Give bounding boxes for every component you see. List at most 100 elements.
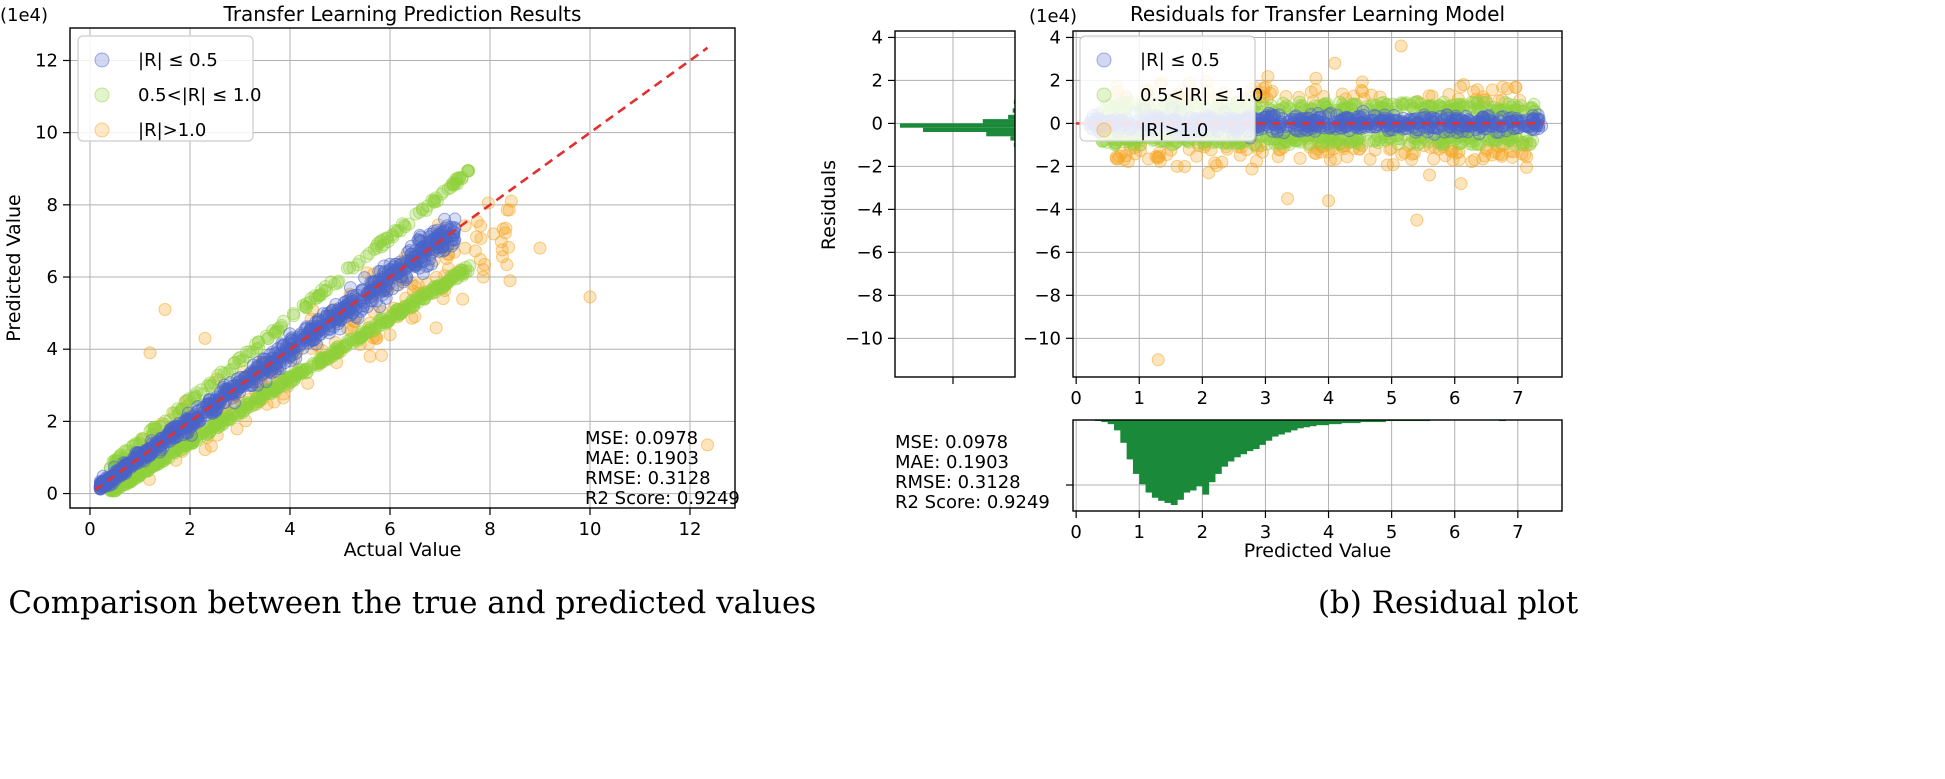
- histogram-bar: [1240, 420, 1248, 455]
- panel-a-x-tick-label: 10: [579, 519, 602, 540]
- data-point: [476, 270, 490, 284]
- histogram-bar: [1177, 420, 1184, 500]
- data-point: [481, 196, 495, 210]
- data-point: [375, 312, 389, 326]
- histogram-bar: [1158, 420, 1165, 501]
- panel-b-bottom-hist-x-tick-label: 6: [1449, 522, 1460, 543]
- histogram-bar: [1170, 420, 1178, 505]
- panel-b-caption: (b) Residual plot: [1318, 585, 1579, 621]
- histogram-bar: [1214, 420, 1222, 474]
- histogram-bar: [1120, 420, 1128, 443]
- data-point: [301, 376, 315, 390]
- panel-b-stat-line: MAE: 0.1903: [895, 452, 1009, 473]
- data-point: [315, 283, 329, 297]
- data-point: [1501, 97, 1515, 111]
- data-point: [363, 349, 377, 363]
- panel-a-stat-line: MAE: 0.1903: [585, 448, 699, 469]
- data-point: [487, 227, 501, 241]
- data-point: [386, 230, 400, 244]
- data-point: [362, 324, 376, 338]
- data-point: [458, 241, 472, 255]
- data-point: [449, 272, 463, 286]
- panel-b-y-tick-label: −6: [1034, 242, 1061, 263]
- panel-a-scatter-points: [93, 164, 714, 498]
- data-point: [343, 261, 357, 275]
- panel-b-y-axis-label: Residuals: [818, 160, 840, 250]
- panel-a-y-tick-label: 10: [35, 123, 58, 144]
- histogram-bar: [1189, 420, 1197, 491]
- data-point: [495, 250, 509, 264]
- histogram-bar: [1265, 420, 1273, 441]
- data-point: [1505, 150, 1519, 164]
- panel-b-stat-line: MSE: 0.0978: [895, 432, 1008, 453]
- data-point: [1483, 119, 1497, 133]
- histogram-bar: [1151, 420, 1159, 498]
- data-point: [350, 258, 364, 272]
- panel-b-x-tick-label: 5: [1386, 388, 1397, 409]
- panel-a-y-axis-label: Predicted Value: [3, 194, 25, 341]
- data-point: [468, 244, 482, 258]
- data-point: [1303, 138, 1317, 152]
- histogram-bar: [1259, 420, 1266, 445]
- data-point: [1458, 115, 1472, 129]
- data-point: [251, 355, 265, 369]
- panel-a-y-tick-label: 6: [47, 267, 58, 288]
- data-point: [1520, 160, 1534, 174]
- data-point: [396, 217, 410, 231]
- panel-b-left-hist-grid: [895, 31, 1015, 377]
- data-point: [396, 304, 410, 318]
- data-point: [1422, 168, 1436, 182]
- histogram-bar: [1309, 420, 1317, 427]
- data-point: [533, 241, 547, 255]
- panel-b-x-tick-label: 4: [1323, 388, 1334, 409]
- panel-b-left-hist-y-tick-label: 2: [872, 70, 883, 91]
- histogram-bar: [1303, 420, 1311, 428]
- histogram-bar: [986, 132, 1015, 137]
- data-point: [1202, 166, 1216, 180]
- data-point: [266, 324, 280, 338]
- data-point: [503, 274, 517, 288]
- data-point: [382, 277, 396, 291]
- data-point: [190, 386, 204, 400]
- data-point: [1363, 152, 1377, 166]
- data-point: [504, 194, 518, 208]
- panel-b-bottom-hist-x-tick-label: 1: [1134, 522, 1145, 543]
- data-point: [198, 443, 212, 457]
- histogram-bar: [1290, 420, 1298, 431]
- data-point: [1394, 39, 1408, 53]
- data-point: [1470, 96, 1484, 110]
- data-point: [298, 322, 312, 336]
- data-point: [1386, 158, 1400, 172]
- data-point: [478, 257, 492, 271]
- data-point: [450, 177, 464, 191]
- histogram-bar: [1114, 420, 1121, 431]
- data-point: [387, 260, 401, 274]
- data-point: [321, 352, 335, 366]
- histogram-bar: [1278, 420, 1285, 435]
- panel-b-bottom-hist-x-tick-label: 2: [1197, 522, 1208, 543]
- data-point: [1348, 134, 1362, 148]
- panel-a-title: Transfer Learning Prediction Results: [223, 2, 582, 26]
- data-point: [296, 365, 310, 379]
- data-point: [1354, 83, 1368, 97]
- data-point: [461, 164, 475, 178]
- panel-a-y-tick-label: 0: [47, 484, 58, 505]
- panel-b-legend-label: |R|>1.0: [1140, 120, 1208, 141]
- data-point: [225, 391, 239, 405]
- data-point: [429, 283, 443, 297]
- panel-b-x-tick-label: 1: [1134, 388, 1145, 409]
- data-point: [1457, 78, 1471, 92]
- histogram-bar: [1252, 420, 1260, 450]
- data-point: [1281, 192, 1295, 206]
- data-point: [198, 331, 212, 345]
- data-point: [1328, 56, 1342, 70]
- histogram-bar: [1296, 420, 1304, 429]
- panel-b-legend-marker: [1096, 87, 1112, 103]
- panel-a-x-tick-label: 2: [184, 519, 195, 540]
- panel-b-y-tick-label: −4: [1034, 199, 1061, 220]
- data-point: [583, 290, 597, 304]
- panel-b-x-tick-label: 0: [1070, 388, 1081, 409]
